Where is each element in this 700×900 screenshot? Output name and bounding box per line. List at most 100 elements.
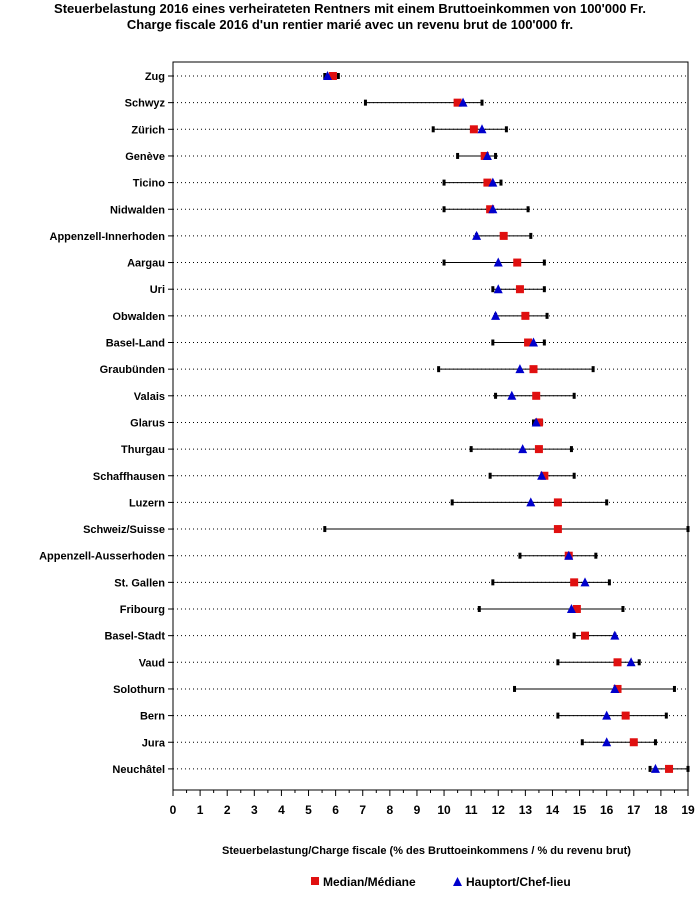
chart-title-french: Charge fiscale 2016 d'un rentier marié a…	[126, 17, 574, 32]
row-zug: Zug	[145, 71, 688, 83]
row-ticino: Ticino	[133, 177, 688, 190]
range-max-cap	[542, 339, 546, 346]
legend-median-label: Median/Médiane	[323, 875, 416, 889]
category-label: Schwyz	[125, 98, 166, 110]
range-max-cap	[569, 446, 573, 453]
row-thurgau: Thurgau	[121, 444, 688, 456]
range-min-cap	[491, 339, 495, 346]
x-tick-label: 7	[359, 803, 366, 817]
range-max-cap	[594, 552, 598, 559]
range-min-cap	[556, 659, 560, 666]
median-marker	[529, 365, 538, 374]
chart-title-german: Steuerbelastung 2016 eines verheirateten…	[54, 1, 646, 16]
row-schweiz-suisse: Schweiz/Suisse	[83, 524, 690, 536]
row-obwalden: Obwalden	[112, 310, 688, 323]
median-marker	[629, 738, 638, 747]
row-bern: Bern	[140, 710, 688, 723]
x-tick-label: 11	[465, 803, 478, 817]
row-st-gallen: St. Gallen	[114, 577, 688, 589]
range-max-cap	[686, 765, 690, 772]
row-nidwalden: Nidwalden	[110, 204, 688, 216]
x-tick-label: 0	[170, 803, 177, 817]
legend: Median/Médiane Hauptort/Chef-lieu	[311, 875, 571, 889]
median-marker	[553, 498, 562, 507]
hauptort-marker	[482, 150, 492, 160]
range-max-cap	[686, 526, 690, 533]
hauptort-marker	[458, 97, 468, 107]
category-label: Ticino	[133, 178, 165, 190]
range-min-cap	[323, 526, 327, 533]
legend-median-swatch	[311, 877, 319, 885]
category-label: Bern	[140, 711, 165, 723]
hauptort-marker	[610, 683, 620, 693]
x-tick-label: 8	[386, 803, 393, 817]
category-label: Basel-Stadt	[104, 631, 165, 643]
x-tick-label: 9	[414, 803, 421, 817]
x-axis-label: Steuerbelastung/Charge fiscale (% des Br…	[222, 845, 631, 857]
hauptort-marker	[529, 337, 538, 347]
range-max-cap	[637, 659, 641, 666]
row-glarus: Glarus	[130, 417, 688, 429]
x-tick-label: 13	[519, 803, 533, 817]
hauptort-marker	[323, 71, 332, 80]
hauptort-marker	[610, 630, 620, 640]
hauptort-marker	[626, 657, 636, 667]
hauptort-marker	[488, 204, 498, 214]
x-tick-label: 16	[600, 803, 614, 817]
range-max-cap	[545, 312, 549, 319]
range-min-cap	[442, 206, 446, 213]
median-marker	[540, 471, 549, 480]
range-min-cap	[572, 632, 576, 639]
row-luzern: Luzern	[129, 497, 688, 509]
median-marker	[621, 711, 630, 720]
range-max-cap	[542, 259, 546, 266]
row-appenzell-innerhoden: Appenzell-Innerhoden	[50, 230, 688, 243]
category-label: Nidwalden	[110, 204, 165, 216]
x-tick-label: 2	[224, 803, 231, 817]
range-max-cap	[336, 73, 340, 79]
range-max-cap	[572, 392, 576, 399]
median-marker	[572, 605, 581, 613]
x-tick-label: 12	[492, 803, 506, 817]
hauptort-marker	[515, 364, 525, 374]
category-label: Zug	[145, 71, 165, 83]
range-max-cap	[542, 286, 546, 293]
category-label: Glarus	[130, 417, 165, 429]
range-min-cap	[648, 765, 652, 772]
x-tick-label: 10	[437, 803, 451, 817]
hauptort-marker	[537, 470, 547, 480]
median-marker	[469, 125, 478, 134]
x-tick-label: 6	[332, 803, 339, 817]
hauptort-marker	[566, 604, 576, 613]
x-tick-label: 1	[197, 803, 204, 817]
range-max-cap	[607, 579, 611, 586]
median-marker	[524, 338, 533, 347]
row-vaud: Vaud	[139, 657, 688, 669]
median-marker	[328, 72, 337, 80]
x-tick-label: 5	[305, 803, 312, 817]
range-max-cap	[621, 606, 625, 612]
category-label: Uri	[150, 284, 165, 296]
row-uri: Uri	[150, 284, 688, 296]
median-marker	[513, 258, 522, 267]
x-tick-label: 3	[251, 803, 258, 817]
range-max-cap	[591, 366, 595, 373]
range-min-cap	[442, 179, 446, 186]
range-max-cap	[499, 179, 503, 186]
hauptort-marker	[491, 310, 501, 320]
category-label: Valais	[134, 391, 165, 403]
category-label: Fribourg	[120, 604, 165, 616]
range-min-cap	[456, 152, 460, 159]
range-min-cap	[469, 446, 473, 453]
row-basel-land: Basel-Land	[106, 337, 688, 350]
category-label: Thurgau	[121, 444, 165, 456]
range-max-cap	[605, 499, 609, 506]
range-min-cap	[494, 392, 498, 399]
range-max-cap	[664, 712, 668, 719]
range-max-cap	[494, 152, 498, 159]
range-min-cap	[363, 99, 367, 106]
range-max-cap	[526, 206, 530, 213]
row-basel-stadt: Basel-Stadt	[104, 630, 688, 643]
hauptort-marker	[493, 257, 503, 267]
